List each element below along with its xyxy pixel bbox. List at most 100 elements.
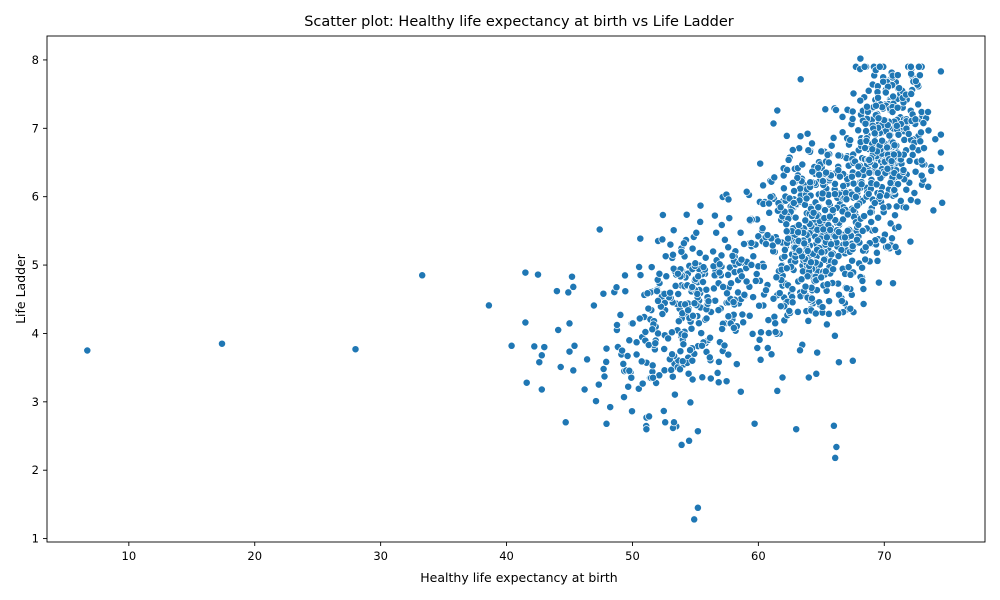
scatter-point <box>853 201 862 210</box>
scatter-point <box>677 440 686 449</box>
scatter-point <box>740 240 748 248</box>
scatter-point <box>914 62 923 71</box>
scatter-point <box>671 281 680 290</box>
scatter-point <box>756 159 765 168</box>
scatter-point <box>905 156 914 165</box>
scatter-point <box>835 172 844 181</box>
scatter-point <box>871 226 880 234</box>
scatter-point <box>838 112 847 121</box>
scatter-point <box>662 272 671 281</box>
scatter-point <box>788 285 797 294</box>
scatter-point <box>825 212 834 221</box>
scatter-point <box>642 425 651 434</box>
scatter-point <box>599 365 608 373</box>
scatter-point <box>595 225 604 234</box>
scatter-point <box>848 107 857 116</box>
scatter-point <box>838 128 847 137</box>
scatter-point <box>694 319 703 328</box>
scatter-point <box>874 278 883 287</box>
scatter-point <box>637 357 646 366</box>
scatter-point <box>484 301 493 310</box>
scatter-point <box>83 346 92 355</box>
y-tick-label: 6 <box>32 190 39 204</box>
scatter-point <box>861 255 870 264</box>
scatter-point <box>849 89 858 98</box>
scatter-point <box>887 157 896 166</box>
scatter-point <box>846 304 855 313</box>
scatter-point <box>738 310 747 319</box>
scatter-point <box>688 375 697 384</box>
scatter-point <box>881 88 890 97</box>
scatter-point <box>729 323 738 332</box>
scatter-point <box>902 185 911 194</box>
scatter-point <box>846 136 855 145</box>
scatter-point <box>537 351 546 360</box>
scatter-point <box>863 102 871 111</box>
scatter-point <box>826 225 835 234</box>
scatter-point <box>568 272 576 281</box>
scatter-point <box>894 180 902 189</box>
scatter-point <box>864 189 873 198</box>
scatter-point <box>861 144 869 152</box>
scatter-point <box>784 155 793 164</box>
scatter-point <box>906 237 915 246</box>
scatter-point <box>690 299 699 308</box>
scatter-point <box>834 151 843 160</box>
scatter-point <box>789 199 798 207</box>
scatter-point <box>829 421 838 430</box>
scatter-point <box>858 263 867 272</box>
scatter-point <box>839 215 847 224</box>
scatter-point <box>570 341 579 350</box>
scatter-point <box>705 353 714 362</box>
scatter-point <box>727 279 735 288</box>
scatter-point <box>736 387 745 396</box>
scatter-point <box>742 187 751 196</box>
scatter-point <box>673 269 682 278</box>
scatter-point <box>660 345 669 353</box>
scatter-point <box>865 155 874 164</box>
scatter-point <box>798 160 807 169</box>
scatter-point <box>860 212 869 221</box>
scatter-point <box>886 219 895 228</box>
scatter-point <box>684 306 693 315</box>
scatter-point <box>641 328 650 336</box>
scatter-point <box>893 103 902 112</box>
scatter-point <box>654 296 662 305</box>
scatter-point <box>627 373 636 382</box>
scatter-point <box>625 366 634 375</box>
scatter-point <box>830 331 839 340</box>
scatter-point <box>817 248 826 257</box>
scatter-point <box>916 137 925 146</box>
scatter-point <box>670 418 678 427</box>
scatter-point <box>661 418 670 427</box>
scatter-point <box>717 251 726 260</box>
scatter-point <box>658 235 667 244</box>
scatter-point <box>684 369 693 378</box>
scatter-point <box>715 268 724 277</box>
scatter-point <box>834 358 843 367</box>
y-tick-label: 5 <box>32 258 39 272</box>
scatter-point <box>812 369 821 378</box>
scatter-point <box>892 121 901 130</box>
scatter-point <box>778 373 787 382</box>
scatter-point <box>644 341 653 349</box>
scatter-point <box>771 319 780 328</box>
scatter-point <box>756 355 765 364</box>
scatter-point <box>636 234 645 243</box>
scatter-point <box>873 168 882 177</box>
scatter-point <box>752 270 761 278</box>
scatter-point <box>537 385 546 394</box>
scatter-point <box>745 215 754 224</box>
scatter-point <box>792 425 801 434</box>
scatter-point <box>565 347 574 356</box>
scatter-point <box>625 336 634 345</box>
scatter-point <box>870 129 879 138</box>
scatter-point <box>750 419 759 428</box>
scatter-point <box>853 235 861 244</box>
scatter-point <box>758 224 767 233</box>
scatter-point <box>724 350 733 359</box>
scatter-point <box>837 297 846 305</box>
scatter-point <box>710 211 719 220</box>
y-tick-label: 1 <box>32 532 39 546</box>
